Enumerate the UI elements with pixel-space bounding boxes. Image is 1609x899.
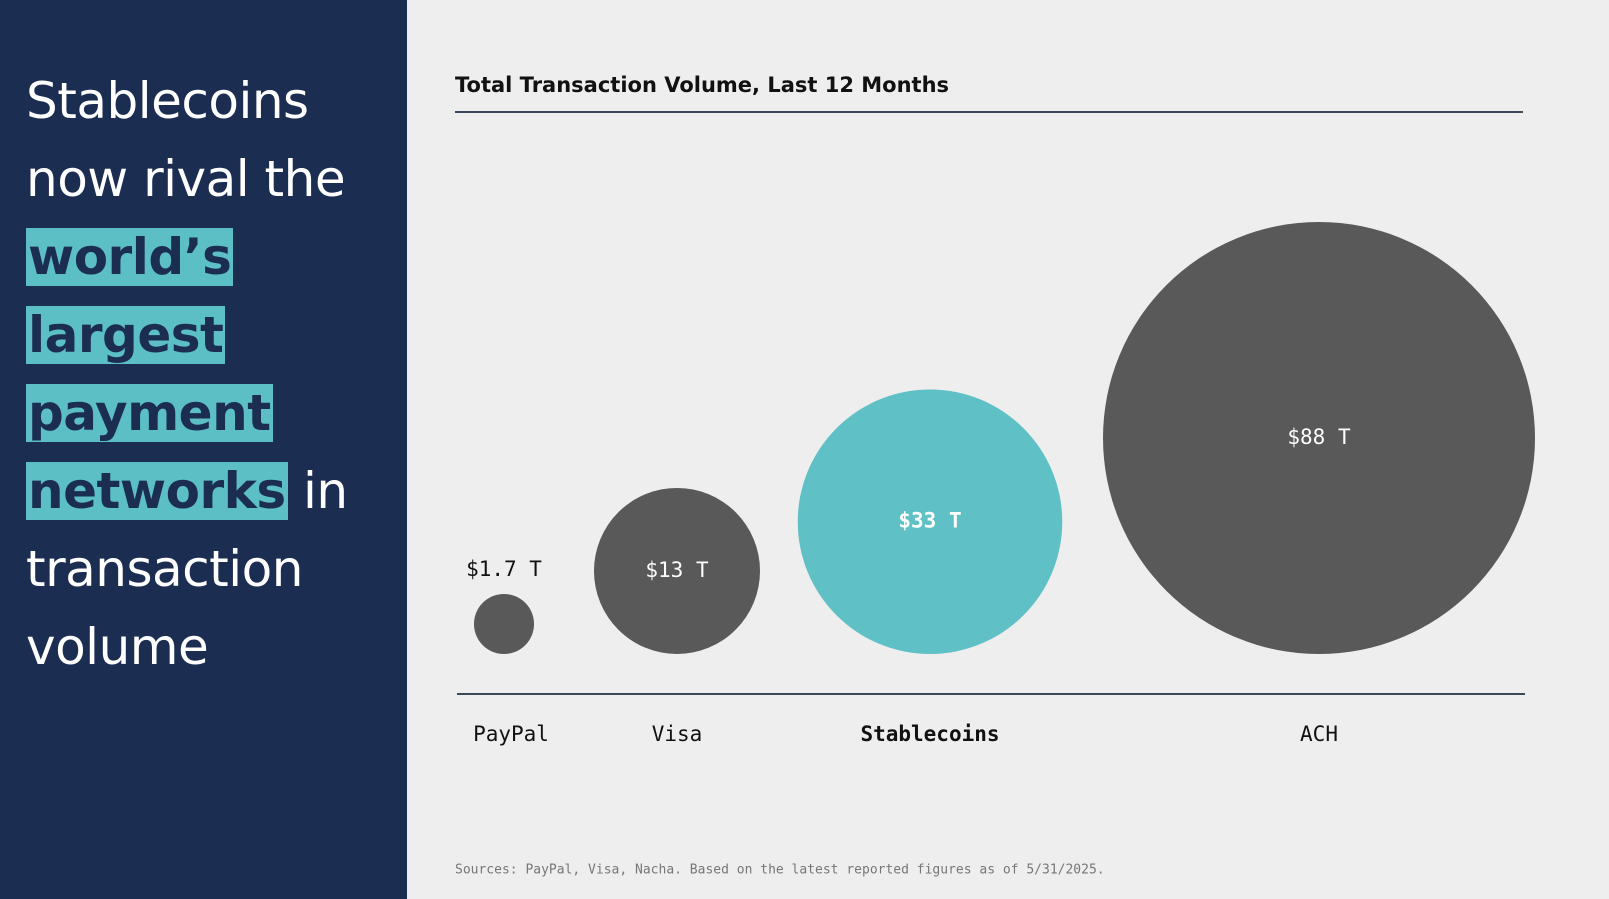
bubble <box>797 389 1063 654</box>
headline: Stablecoins now rival the world’s larges… <box>26 62 396 686</box>
source-note: Sources: PayPal, Visa, Nacha. Based on t… <box>455 863 1105 878</box>
bubble <box>1103 222 1535 654</box>
category-label: PayPal <box>473 722 549 746</box>
value-label: $13 T <box>645 558 709 582</box>
headline-part: Stablecoins now rival the <box>26 72 346 208</box>
headline-part: in transaction volume <box>26 462 348 676</box>
headline-panel: Stablecoins now rival the world’s larges… <box>0 0 407 899</box>
bubble <box>593 487 761 654</box>
bubble <box>473 593 535 655</box>
value-label: $1.7 T <box>466 557 542 581</box>
chart-title: Total Transaction Volume, Last 12 Months <box>455 73 949 97</box>
value-label: $33 T <box>898 509 961 533</box>
category-label: ACH <box>1300 722 1338 746</box>
category-label: Visa <box>652 722 703 746</box>
value-label: $88 T <box>1287 425 1351 449</box>
category-label: Stablecoins <box>860 722 999 746</box>
